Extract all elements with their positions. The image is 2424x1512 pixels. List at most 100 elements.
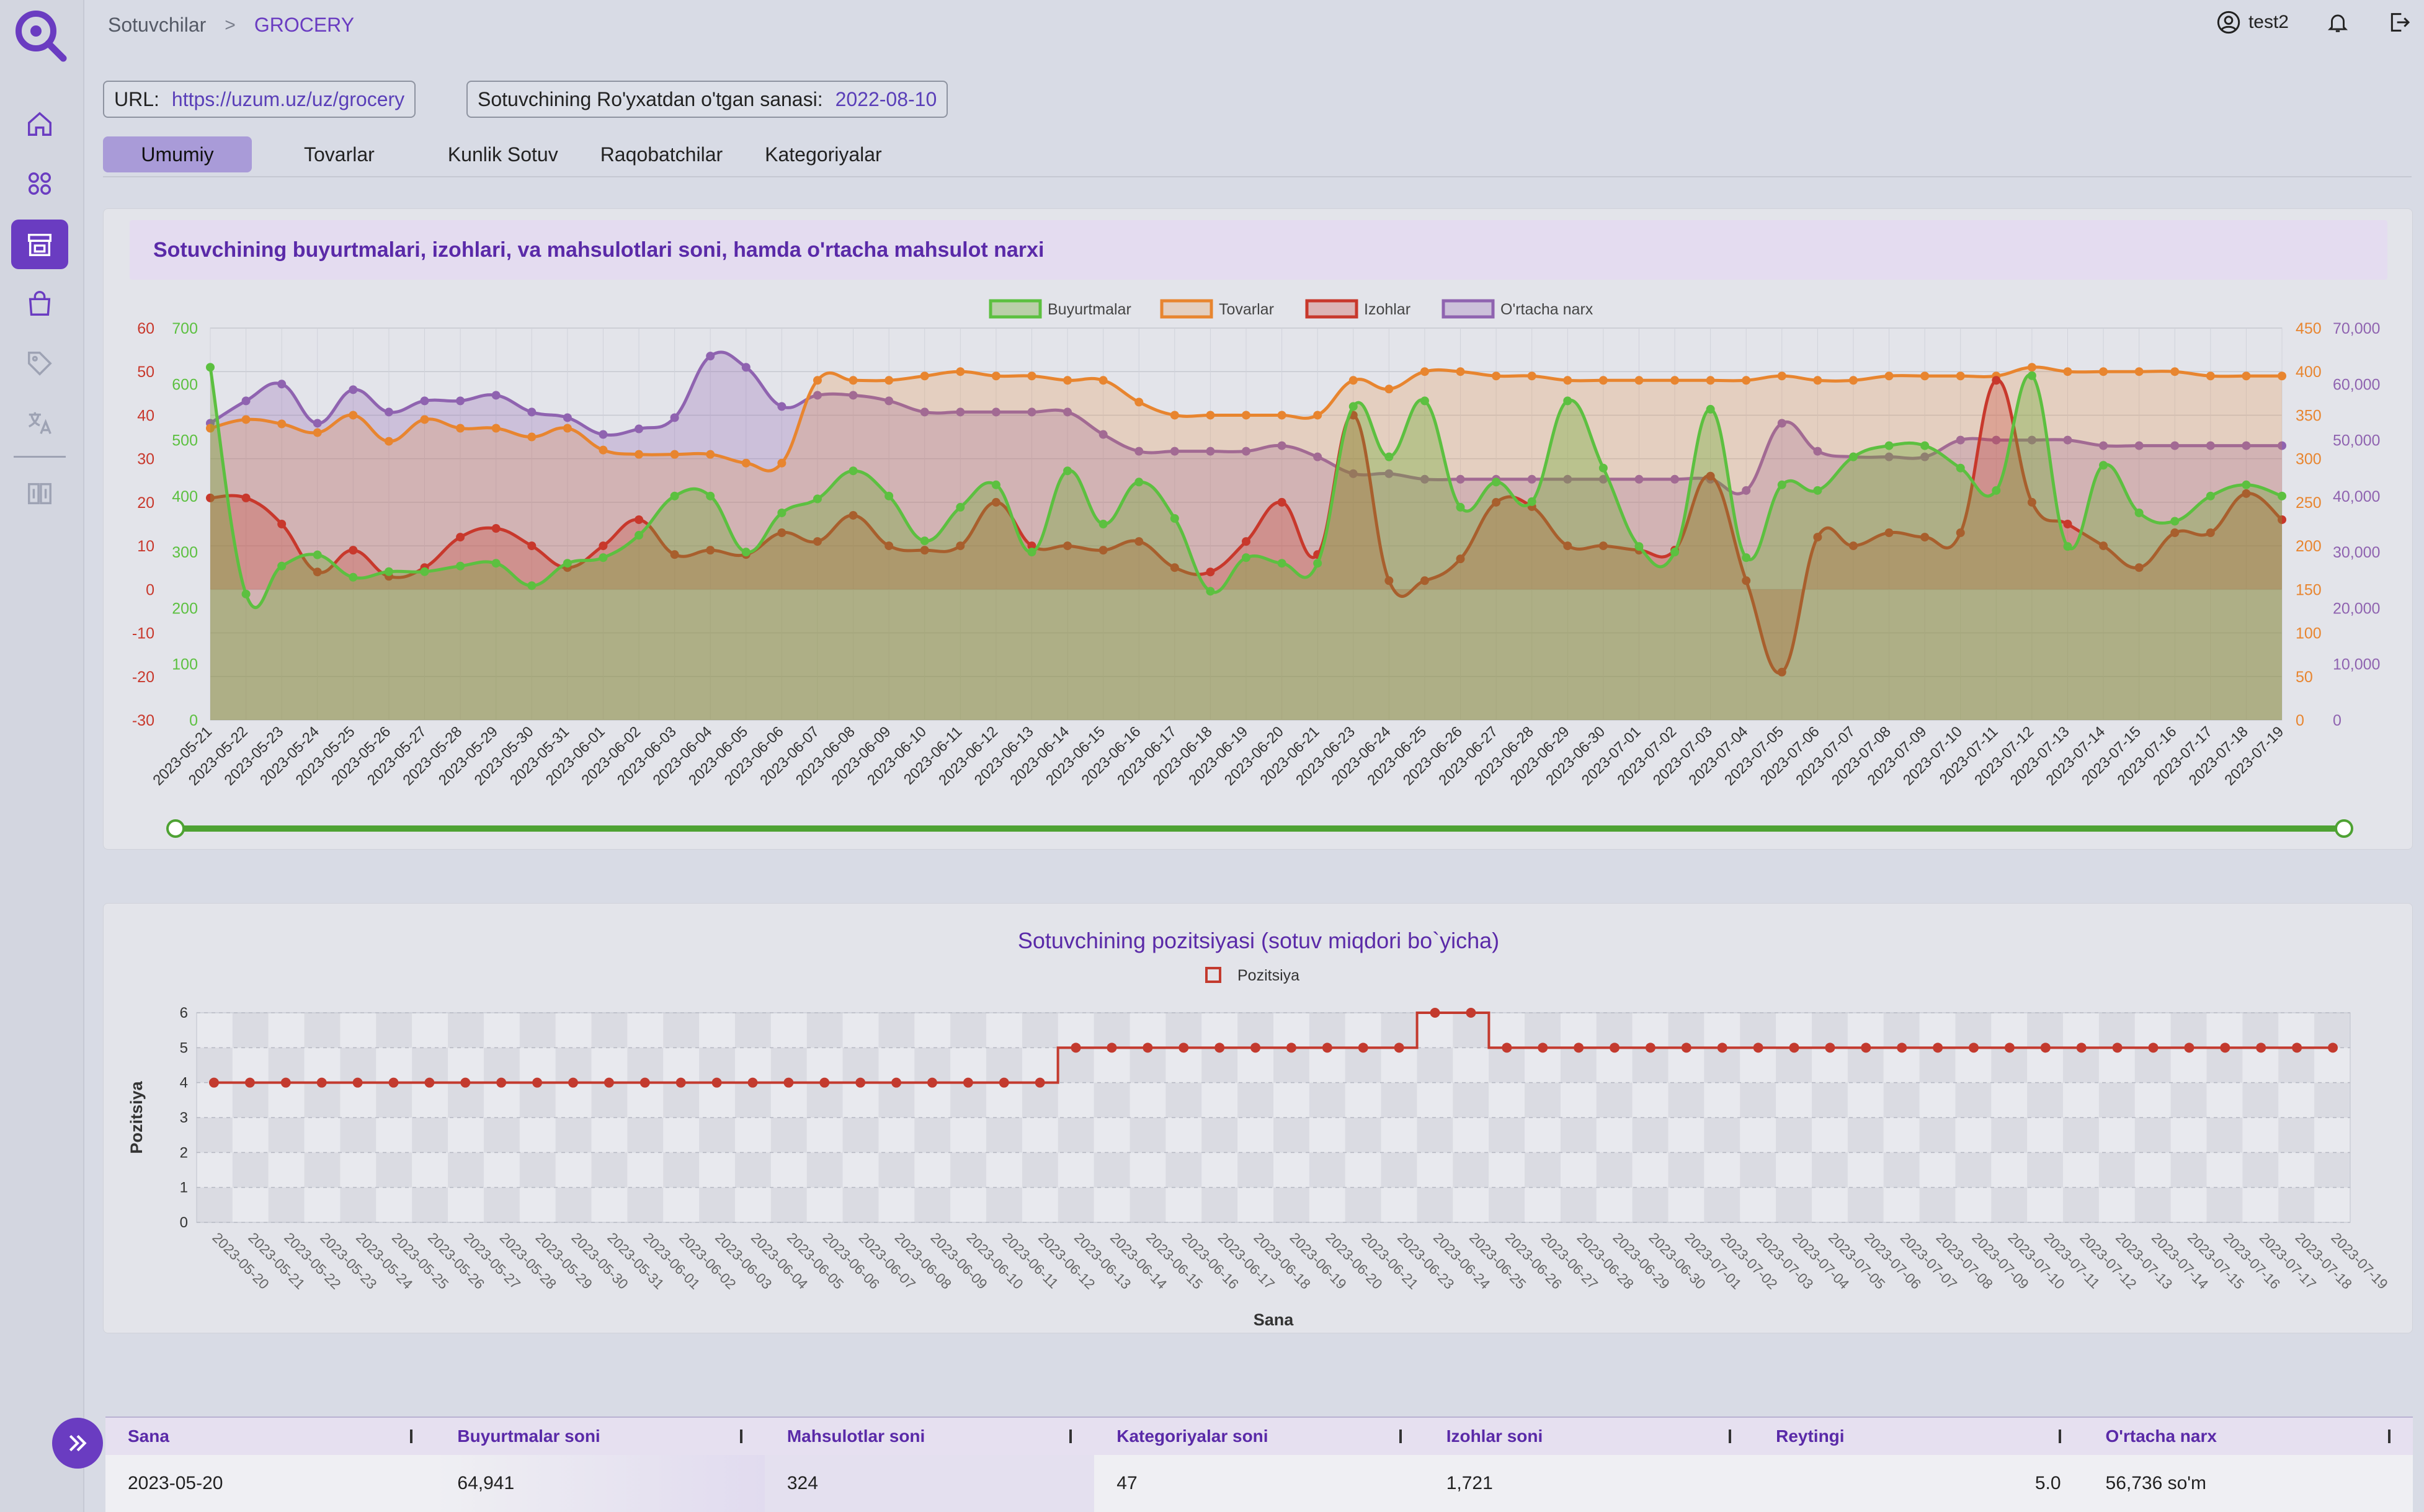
grid-cell bbox=[1919, 1118, 1956, 1153]
data-point bbox=[1098, 520, 1108, 528]
column-resize-handle[interactable] bbox=[410, 1430, 413, 1443]
data-point bbox=[2134, 441, 2144, 450]
data-point bbox=[599, 445, 608, 455]
column-resize-handle[interactable] bbox=[2387, 1430, 2391, 1443]
data-point bbox=[1527, 474, 1536, 484]
logo-icon[interactable] bbox=[12, 7, 68, 63]
data-point bbox=[670, 413, 679, 422]
data-point bbox=[2099, 367, 2108, 376]
data-point bbox=[2027, 435, 2036, 445]
sidebar-item-compare[interactable] bbox=[11, 469, 68, 518]
sidebar-item-grid[interactable] bbox=[11, 159, 68, 208]
column-resize-handle[interactable] bbox=[1069, 1430, 1072, 1443]
bell-icon[interactable] bbox=[2326, 11, 2350, 34]
grid-cell bbox=[1309, 1047, 1345, 1083]
sidebar-item-home[interactable] bbox=[11, 99, 68, 149]
column-resize-handle[interactable] bbox=[739, 1430, 742, 1443]
table-header-cell[interactable]: Sana bbox=[105, 1418, 435, 1455]
data-point bbox=[532, 1077, 543, 1088]
data-point bbox=[349, 385, 358, 394]
data-point bbox=[747, 1077, 758, 1088]
grid-cell bbox=[1668, 1013, 1704, 1048]
grid-cell bbox=[2278, 1152, 2315, 1188]
grid-cell bbox=[448, 1047, 484, 1083]
grid-cell bbox=[986, 1187, 1022, 1222]
grid-cell bbox=[519, 1118, 556, 1153]
grid-cell bbox=[950, 1152, 987, 1188]
multi-axis-line-chart[interactable]: 6050403020100-10-20-30700600500400300200… bbox=[104, 209, 2413, 850]
grid-cell bbox=[663, 1047, 700, 1083]
home-icon bbox=[28, 112, 51, 136]
column-resize-handle[interactable] bbox=[1729, 1430, 1732, 1443]
data-point bbox=[991, 407, 1000, 417]
url-link[interactable]: https://uzum.uz/uz/grocery bbox=[171, 87, 405, 110]
grid-cell bbox=[304, 1187, 341, 1222]
table-header-cell[interactable]: Buyurtmalar soni bbox=[435, 1418, 764, 1455]
position-line-chart[interactable]: Sotuvchining pozitsiyasi (sotuv miqdori … bbox=[104, 904, 2413, 1334]
orders-chart-card: Sotuvchining buyurtmalari, izohlari, va … bbox=[103, 208, 2413, 850]
data-point bbox=[1420, 396, 1429, 406]
grid-cell bbox=[1165, 1118, 1202, 1153]
table-row[interactable]: 2023-05-20 64,941 324 47 1,721 5.0 56,736 so'm bbox=[105, 1455, 2413, 1512]
legend-label: Buyurtmalar bbox=[1048, 301, 1131, 318]
table-cell: 5.0 bbox=[2034, 1473, 2061, 1493]
double-chevron-right-icon bbox=[69, 1434, 87, 1452]
sidebar-item-store[interactable] bbox=[11, 220, 68, 269]
grid-cell bbox=[1560, 1152, 1597, 1188]
grid-cell bbox=[1596, 1047, 1633, 1083]
grid-cell bbox=[2314, 1187, 2350, 1222]
data-point bbox=[1634, 376, 1644, 385]
column-resize-handle[interactable] bbox=[2058, 1430, 2061, 1443]
table-header-cell[interactable]: O'rtacha narx bbox=[2083, 1418, 2413, 1455]
data-point bbox=[1706, 471, 1715, 481]
grid-cell bbox=[1525, 1187, 1561, 1222]
sidebar-item-bag[interactable] bbox=[11, 279, 68, 329]
grid-cell bbox=[842, 1013, 879, 1048]
data-point bbox=[1384, 469, 1394, 478]
grid-cell bbox=[1130, 1047, 1166, 1083]
table-header-cell[interactable]: Mahsulotlar soni bbox=[765, 1418, 1094, 1455]
sidebar-item-translate[interactable] bbox=[11, 398, 68, 448]
data-point bbox=[706, 491, 715, 500]
column-resize-handle[interactable] bbox=[1399, 1430, 1402, 1443]
grid-cell bbox=[2027, 1118, 2064, 1153]
data-point bbox=[420, 567, 429, 576]
grid-cell bbox=[1345, 1013, 1381, 1048]
tab-kunlik-sotuv[interactable]: Kunlik Sotuv bbox=[447, 143, 558, 166]
data-point bbox=[1897, 1043, 1907, 1053]
tab-tovarlar[interactable]: Tovarlar bbox=[304, 143, 375, 166]
grid-cell bbox=[376, 1152, 412, 1188]
y-tick-label-izohlar: 50 bbox=[137, 363, 154, 381]
breadcrumb-root-link[interactable]: Sotuvchilar bbox=[108, 14, 207, 36]
data-point bbox=[244, 1077, 255, 1088]
table-header-cell[interactable]: Izohlar soni bbox=[1424, 1418, 1753, 1455]
tab-raqobatchilar[interactable]: Raqobatchilar bbox=[600, 143, 723, 166]
grid-cell bbox=[1165, 1152, 1202, 1188]
tab-umumiy[interactable]: Umumiy bbox=[103, 136, 252, 172]
tab-kategoriyalar[interactable]: Kategoriyalar bbox=[765, 143, 882, 166]
grid-cell bbox=[2314, 1118, 2350, 1153]
grid-cell bbox=[483, 1187, 520, 1222]
logout-icon[interactable] bbox=[2387, 10, 2412, 35]
table-header-cell[interactable]: Reytingi bbox=[1753, 1418, 2083, 1455]
grid-cell bbox=[1453, 1118, 1489, 1153]
grid-cell bbox=[1381, 1047, 1417, 1083]
grid-cell bbox=[1273, 1047, 1309, 1083]
grid-cell bbox=[1130, 1118, 1166, 1153]
tag-icon bbox=[28, 352, 52, 376]
user-menu[interactable]: test2 bbox=[2216, 10, 2289, 35]
data-point bbox=[1645, 1043, 1655, 1053]
grid-cell bbox=[2206, 1118, 2243, 1153]
data-point bbox=[1492, 497, 1501, 507]
data-point bbox=[1134, 398, 1144, 407]
data-point bbox=[1813, 486, 1822, 495]
data-point bbox=[849, 391, 858, 400]
sidebar-item-tag[interactable] bbox=[11, 339, 68, 388]
data-point bbox=[1848, 376, 1858, 385]
table-header-cell[interactable]: Kategoriyalar soni bbox=[1094, 1418, 1424, 1455]
grid-cell bbox=[1201, 1082, 1238, 1118]
series-area-buyurtmalar bbox=[210, 367, 2282, 720]
header-label: O'rtacha narx bbox=[2105, 1426, 2217, 1446]
expand-sidebar-button[interactable] bbox=[52, 1418, 103, 1469]
data-point bbox=[1670, 376, 1680, 385]
